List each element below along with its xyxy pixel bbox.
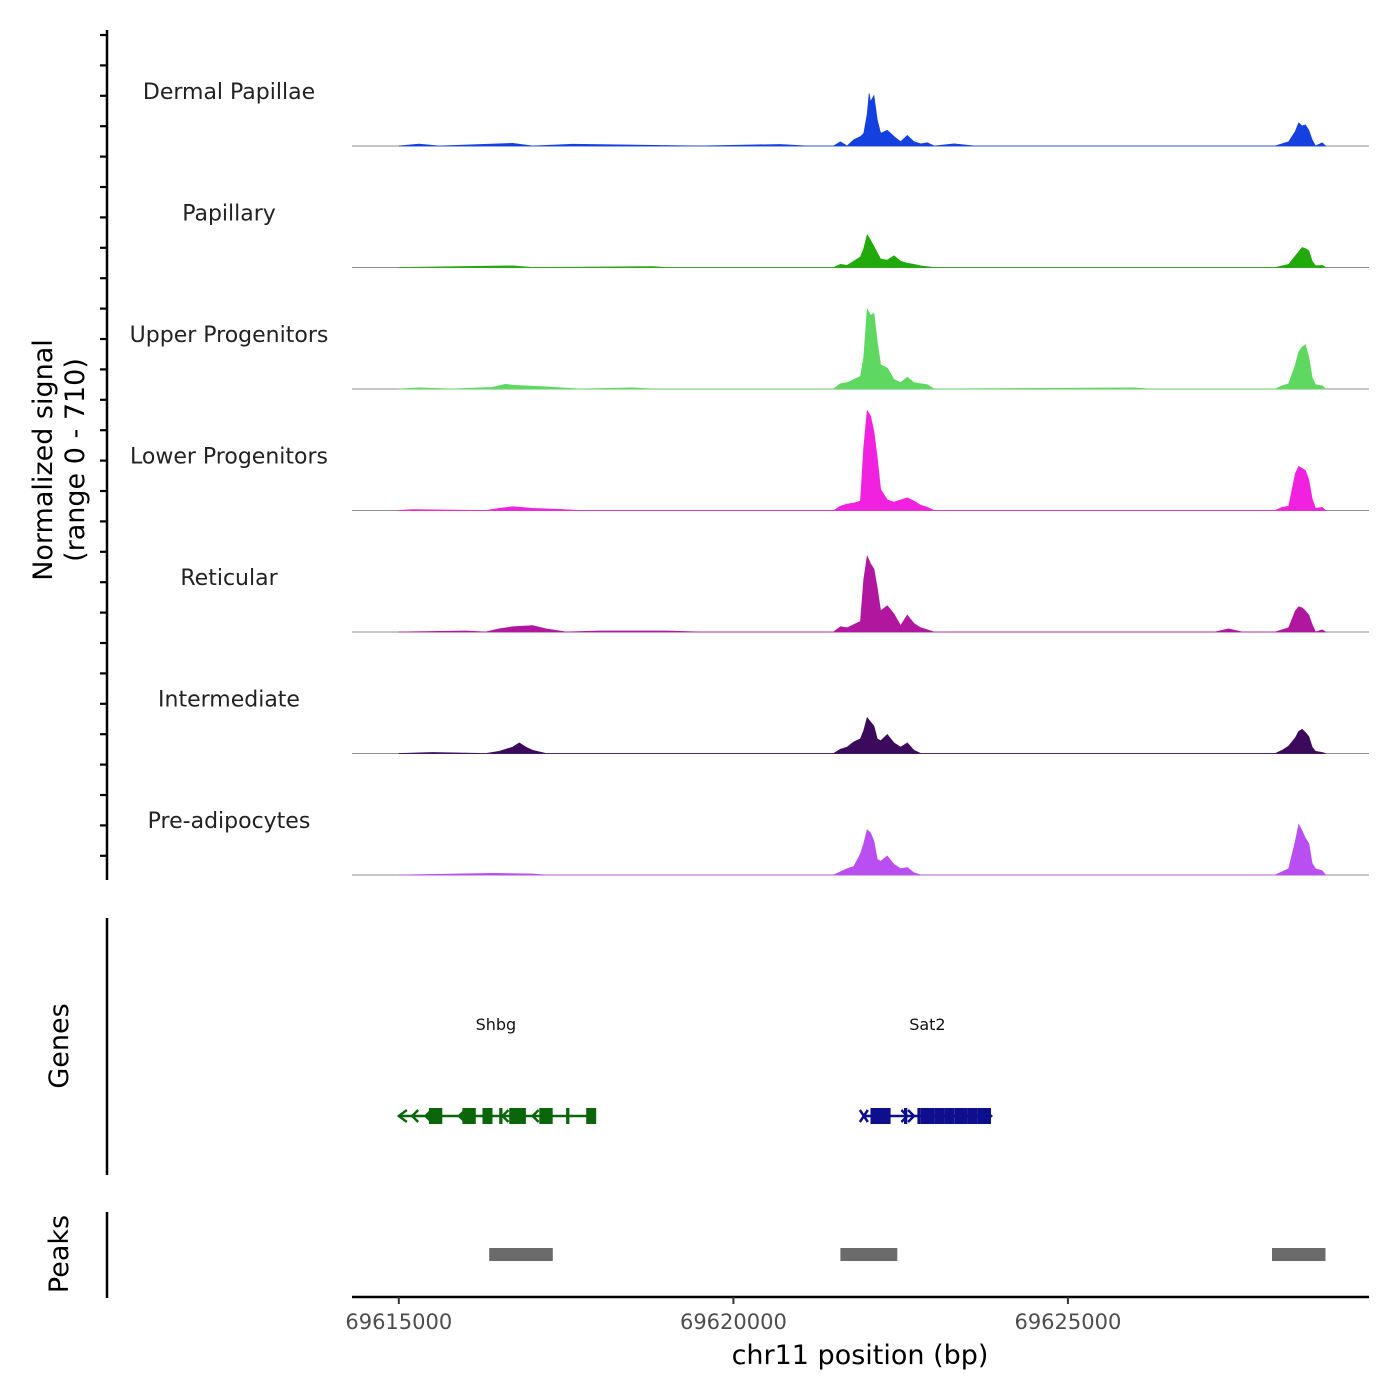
- track-intermediate: Intermediate: [158, 688, 1369, 754]
- exon: [428, 1108, 443, 1124]
- coverage-y-axis: [100, 30, 109, 880]
- strand-arrow: [907, 1109, 916, 1123]
- genes-panel-title: Genes: [44, 1003, 75, 1088]
- coverage-area-intermediate: [398, 716, 1326, 754]
- track-label-papillary: Papillary: [182, 202, 276, 227]
- peak-1: [489, 1248, 553, 1261]
- peaks-panel: [489, 1248, 1326, 1261]
- exon: [586, 1108, 597, 1124]
- track-lower-progenitors: Lower Progenitors: [130, 409, 1369, 511]
- coverage-area-reticular: [398, 554, 1327, 633]
- gene-shbg: Shbg: [396, 1015, 597, 1124]
- peaks-panel-title: Peaks: [44, 1215, 75, 1293]
- track-label-dermal-papillae: Dermal Papillae: [143, 80, 315, 105]
- exon: [954, 1108, 968, 1124]
- strand-arrow: [410, 1109, 420, 1123]
- strand-arrow: [530, 1109, 540, 1123]
- exon-small: [917, 1108, 921, 1124]
- x-tick-label: 69625000: [1014, 1310, 1121, 1334]
- track-label-upper-progenitors: Upper Progenitors: [130, 323, 329, 348]
- y-axis-title-line2: (range 0 - 710): [60, 358, 91, 562]
- exon: [934, 1108, 945, 1124]
- coverage-area-upper-progenitors: [398, 307, 1327, 390]
- track-label-intermediate: Intermediate: [158, 688, 300, 713]
- track-dermal-papillae: Dermal Papillae: [143, 80, 1369, 147]
- track-reticular: Reticular: [180, 554, 1369, 633]
- exon: [967, 1108, 978, 1124]
- coverage-area-dermal-papillae: [398, 93, 1327, 147]
- exon: [482, 1108, 493, 1124]
- x-tick-label: 69620000: [680, 1310, 787, 1334]
- exon: [870, 1108, 891, 1124]
- coverage-area-papillary: [398, 233, 1327, 268]
- y-axis-title-line1: Normalized signal: [28, 339, 59, 581]
- x-tick-label: 69615000: [345, 1310, 452, 1334]
- x-axis-ticks: 69615000 69620000 69625000: [345, 1297, 1121, 1334]
- coverage-area-pre-adipocytes: [398, 823, 1327, 876]
- strand-arrow: [457, 1109, 466, 1123]
- strand-arrow: [500, 1109, 510, 1123]
- gene-label-shbg: Shbg: [476, 1015, 517, 1034]
- strand-arrow: [423, 1109, 433, 1123]
- peak-3: [1272, 1248, 1326, 1261]
- exon-small: [566, 1108, 570, 1124]
- track-label-pre-adipocytes: Pre-adipocytes: [148, 809, 311, 834]
- track-label-reticular: Reticular: [180, 566, 278, 591]
- track-label-lower-progenitors: Lower Progenitors: [130, 445, 328, 470]
- peak-2: [840, 1248, 898, 1261]
- x-axis-title: chr11 position (bp): [732, 1340, 989, 1371]
- coverage-y-ticks: [100, 33, 107, 857]
- gene-sat2: Sat2: [858, 1015, 993, 1124]
- coverage-y-axis-title: Normalized signal (range 0 - 710): [28, 339, 91, 581]
- track-pre-adipocytes: Pre-adipocytes: [148, 809, 1369, 876]
- gene-label-sat2: Sat2: [909, 1015, 945, 1034]
- exon: [509, 1108, 526, 1124]
- exon: [920, 1108, 935, 1124]
- gene-annotation-panel: Shbg Sat2: [396, 1015, 993, 1124]
- strand-arrow: [984, 1109, 993, 1123]
- strand-arrow: [900, 1109, 910, 1123]
- track-upper-progenitors: Upper Progenitors: [130, 307, 1369, 390]
- strand-start-mark: [858, 1109, 869, 1123]
- x-axis: 69615000 69620000 69625000 chr11 position …: [345, 1295, 1369, 1371]
- coverage-tracks: Dermal Papillae Papillary Upper Progenitor…: [130, 80, 1369, 876]
- exon: [539, 1108, 553, 1124]
- exon: [944, 1108, 955, 1124]
- exon: [462, 1108, 476, 1124]
- track-papillary: Papillary: [182, 202, 1369, 268]
- coverage-area-lower-progenitors: [398, 409, 1327, 511]
- strand-arrow: [396, 1109, 408, 1123]
